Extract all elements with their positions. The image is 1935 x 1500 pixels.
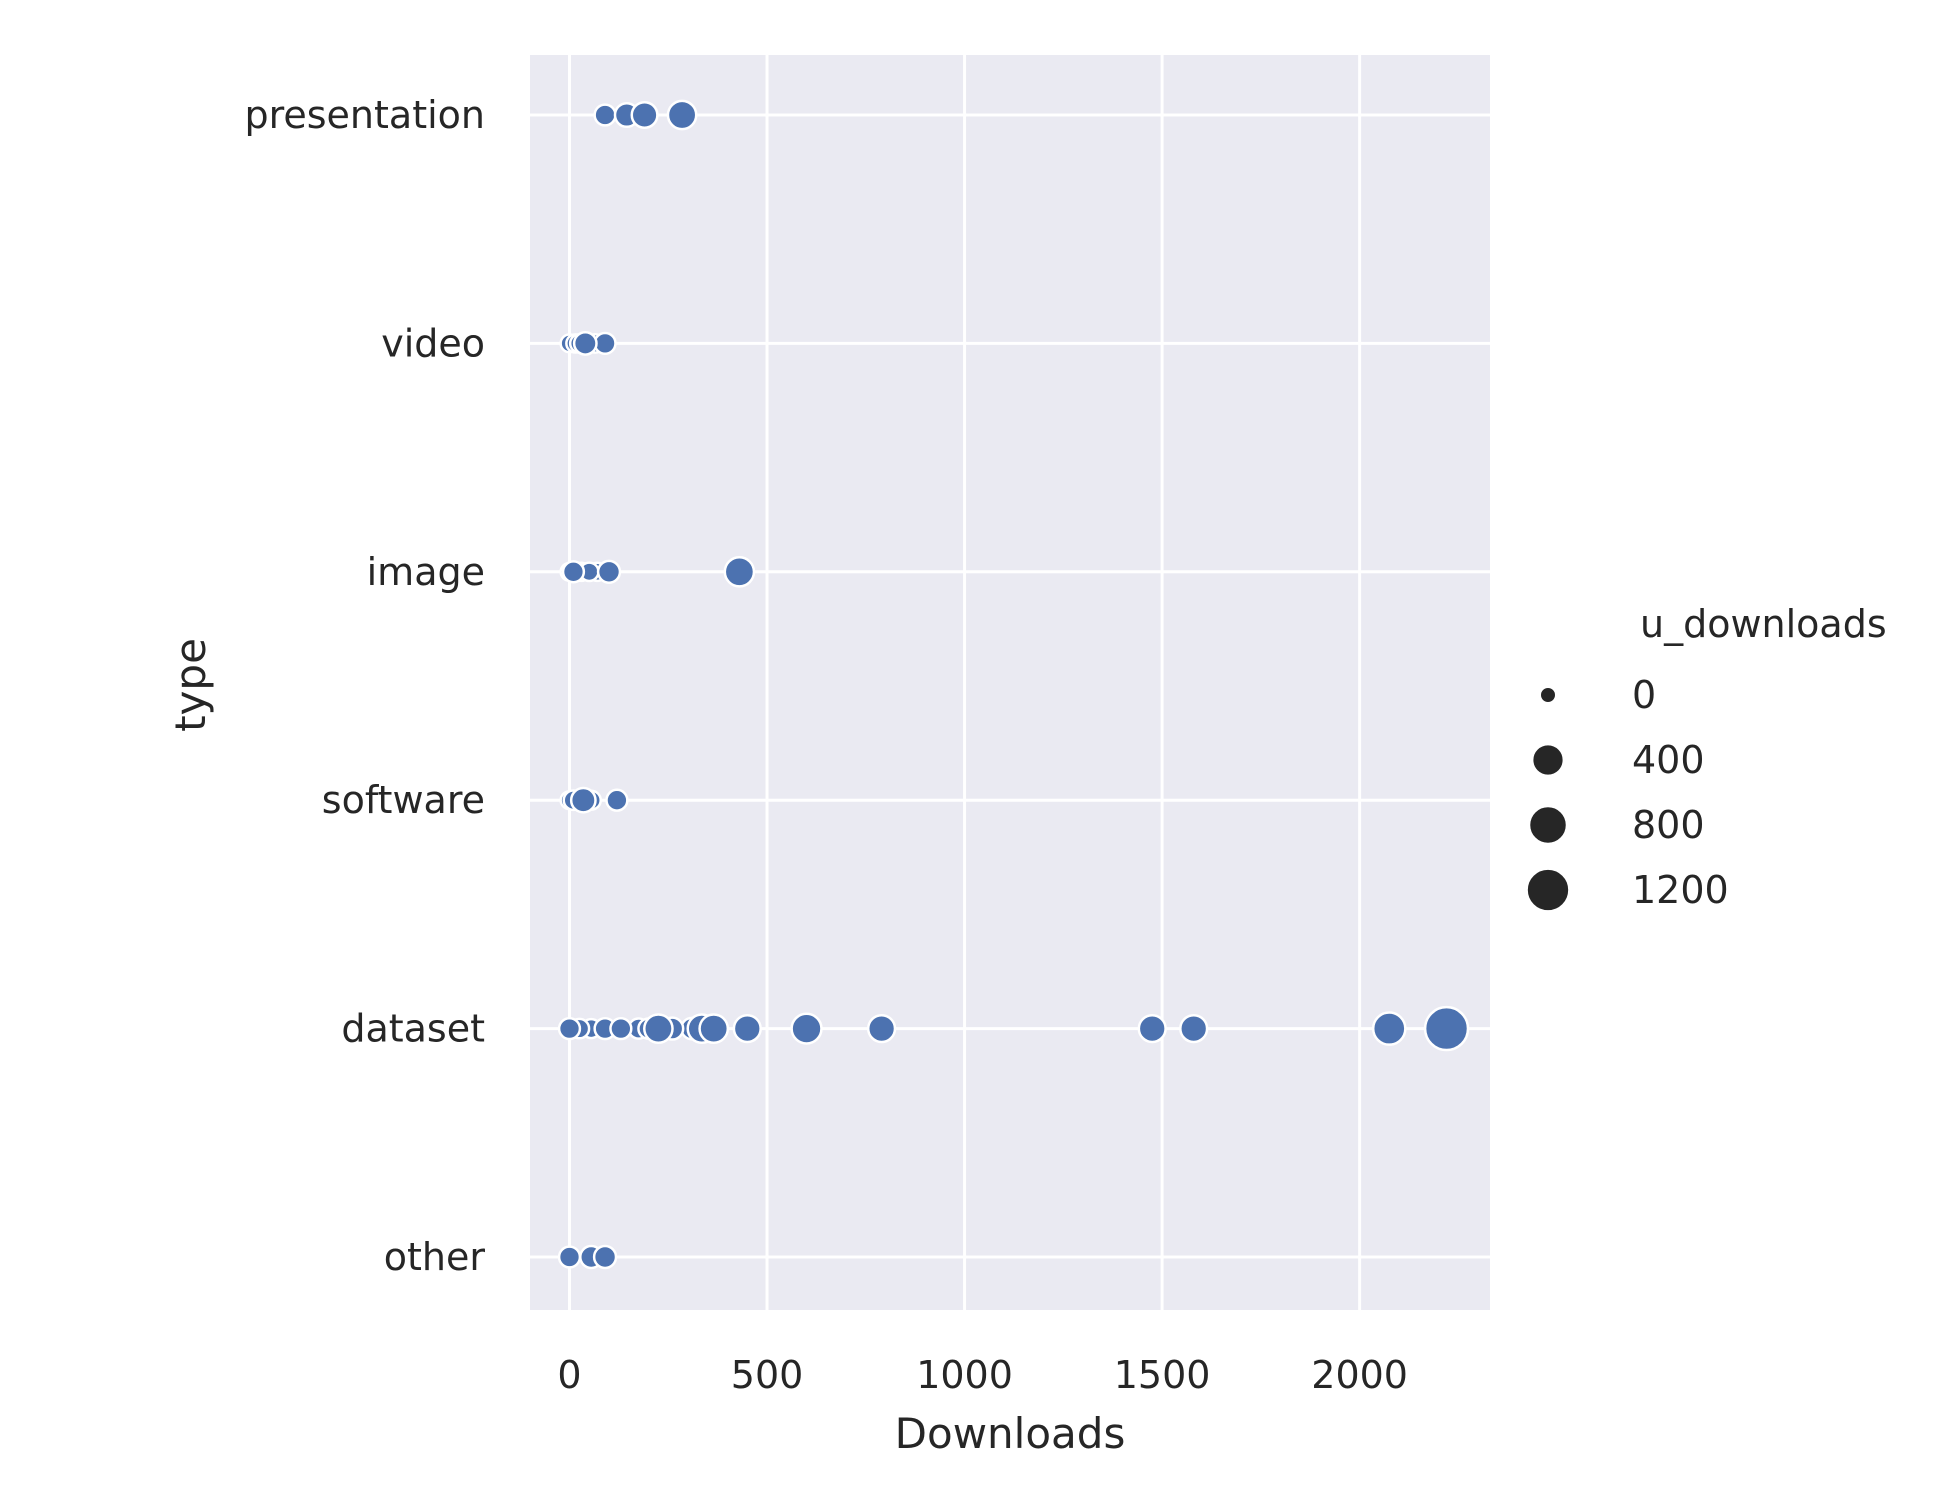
data-point bbox=[790, 1012, 823, 1045]
x-axis-title: Downloads bbox=[895, 1409, 1126, 1458]
legend-label: 800 bbox=[1632, 803, 1705, 847]
legend-label: 1200 bbox=[1632, 868, 1729, 912]
x-tick-label: 500 bbox=[731, 1353, 804, 1397]
data-point bbox=[643, 1013, 674, 1044]
data-point bbox=[593, 331, 617, 356]
data-point bbox=[866, 1013, 897, 1044]
y-tick-label: presentation bbox=[244, 93, 485, 137]
y-axis-title: type bbox=[166, 638, 215, 732]
data-point bbox=[1423, 1005, 1470, 1052]
data-point bbox=[630, 100, 659, 130]
data-point bbox=[561, 560, 586, 584]
legend-label: 0 bbox=[1632, 673, 1656, 717]
data-point bbox=[569, 786, 597, 814]
x-tick-label: 1500 bbox=[1114, 1353, 1211, 1397]
legend-marker bbox=[1539, 686, 1557, 704]
legend-marker bbox=[1528, 805, 1568, 845]
legend: u_downloads 0 400 800 1200 bbox=[1525, 602, 1887, 913]
x-tick-labels: 0 500 1000 1500 2000 bbox=[557, 1353, 1408, 1397]
data-point bbox=[666, 99, 698, 131]
data-point bbox=[592, 1244, 618, 1270]
y-tick-label: video bbox=[381, 321, 485, 365]
data-point bbox=[593, 103, 617, 127]
data-point bbox=[1179, 1013, 1209, 1044]
y-tick-label: dataset bbox=[341, 1007, 485, 1051]
legend-marker bbox=[1525, 867, 1571, 913]
data-point bbox=[596, 559, 622, 584]
y-tick-label: software bbox=[322, 778, 485, 822]
data-point bbox=[723, 555, 756, 588]
data-point bbox=[572, 330, 598, 356]
y-tick-labels: presentation video image software dataset oth… bbox=[244, 93, 485, 1279]
legend-title: u_downloads bbox=[1640, 602, 1887, 646]
y-tick-label: image bbox=[367, 550, 485, 594]
data-point bbox=[605, 788, 629, 812]
data-point bbox=[557, 1016, 582, 1041]
data-point bbox=[698, 1013, 730, 1044]
x-tick-label: 1000 bbox=[916, 1353, 1013, 1397]
y-tick-label: other bbox=[384, 1235, 486, 1279]
legend-marker bbox=[1531, 743, 1565, 777]
data-point bbox=[1371, 1011, 1407, 1046]
legend-label: 400 bbox=[1632, 738, 1705, 782]
data-points bbox=[557, 99, 1470, 1270]
plot-background bbox=[530, 55, 1490, 1310]
data-point bbox=[609, 1016, 633, 1041]
data-point bbox=[732, 1013, 762, 1044]
data-point bbox=[1137, 1013, 1167, 1044]
x-tick-label: 0 bbox=[557, 1353, 581, 1397]
legend-entries: 0 400 800 1200 bbox=[1525, 673, 1729, 913]
data-point bbox=[557, 1245, 582, 1269]
x-tick-label: 2000 bbox=[1311, 1353, 1408, 1397]
